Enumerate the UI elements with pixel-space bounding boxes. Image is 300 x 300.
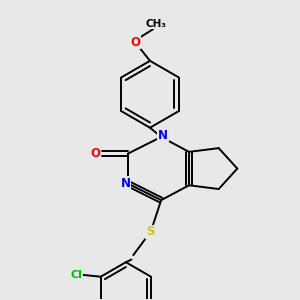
Text: N: N [158,129,168,142]
Text: Cl: Cl [71,270,82,280]
Text: CH₃: CH₃ [145,19,166,29]
Text: S: S [146,225,154,238]
Text: O: O [90,147,100,160]
Text: O: O [130,36,140,49]
Text: N: N [121,177,131,190]
